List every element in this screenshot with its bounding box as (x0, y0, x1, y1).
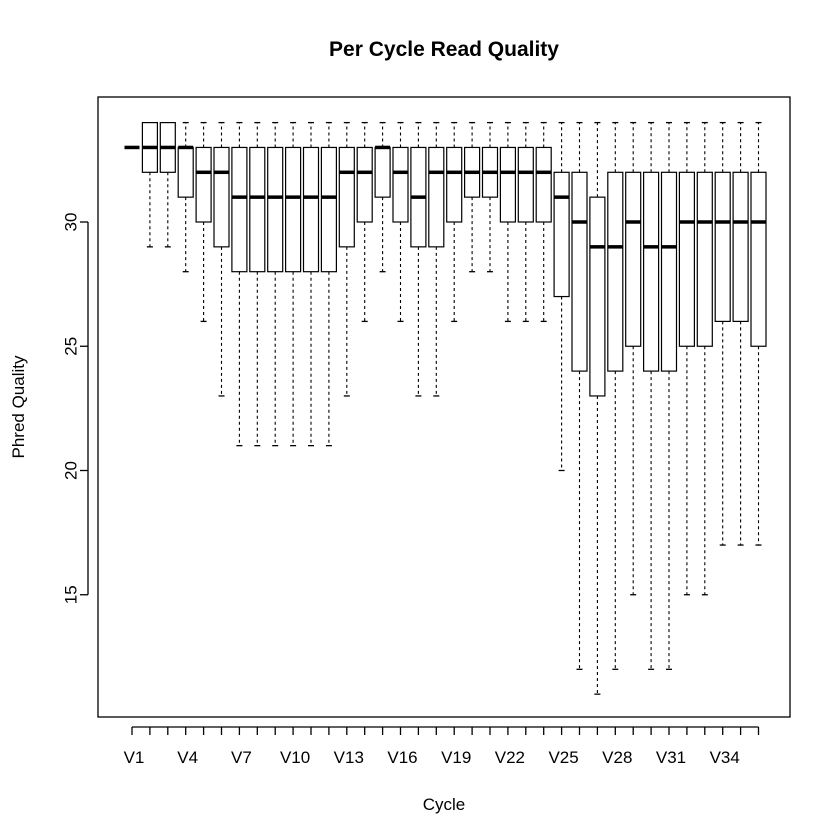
box-iqr (320, 146, 337, 273)
box-V36 (750, 121, 767, 546)
box-iqr (571, 171, 588, 372)
box-V33 (696, 121, 713, 596)
x-tick-label: V7 (231, 748, 252, 767)
box-iqr (195, 146, 212, 223)
box-iqr (374, 146, 391, 198)
box-V31 (660, 121, 678, 670)
x-axis-title: Cycle (423, 795, 466, 814)
x-tick-label: V31 (656, 748, 686, 767)
x-tick-label: V34 (710, 748, 740, 767)
box-V27 (589, 121, 606, 695)
box-iqr (607, 171, 624, 372)
box-V15 (374, 121, 391, 273)
box-V18 (428, 121, 445, 397)
box-V24 (535, 121, 552, 323)
x-tick-label: V25 (548, 748, 578, 767)
box-V21 (481, 121, 499, 273)
box-V12 (320, 121, 337, 447)
box-iqr (535, 146, 552, 223)
box-V13 (338, 121, 355, 397)
box-iqr (177, 146, 194, 198)
box-V8 (249, 121, 266, 447)
box-iqr (231, 146, 248, 273)
box-V7 (231, 121, 248, 447)
box-V10 (285, 121, 302, 447)
box-iqr (553, 171, 570, 298)
box-V11 (302, 121, 320, 447)
x-tick-label: V13 (334, 748, 364, 767)
y-tick-label: 15 (61, 585, 80, 604)
box-V25 (553, 121, 570, 472)
box-V5 (195, 121, 212, 323)
box-V14 (356, 121, 373, 323)
x-tick-label: V16 (387, 748, 417, 767)
box-iqr (249, 146, 266, 273)
box-iqr (267, 146, 284, 273)
box-V26 (571, 121, 588, 670)
box-iqr (732, 171, 749, 323)
box-V22 (499, 121, 516, 323)
x-axis: V1 V4 V7 V10 V13 V16 V19 V22 V25 V28 V31 V34 (124, 726, 760, 767)
box-V2 (141, 121, 158, 248)
box-iqr (285, 146, 302, 273)
box-iqr (356, 146, 373, 223)
box-V19 (446, 121, 463, 323)
chart-title: Per Cycle Read Quality (329, 38, 559, 61)
box-iqr (750, 171, 767, 347)
box-V3 (159, 121, 176, 248)
box-V4 (177, 121, 194, 273)
box-iqr (517, 146, 534, 223)
x-tick-label: V1 (124, 748, 145, 767)
box-iqr (499, 146, 516, 223)
box-V6 (213, 121, 230, 397)
box-iqr (213, 146, 230, 248)
box-V16 (392, 121, 409, 323)
box-V20 (464, 121, 481, 273)
box-iqr (642, 171, 660, 372)
x-tick-label: V28 (602, 748, 632, 767)
box-iqr (660, 171, 678, 372)
box-iqr (678, 171, 696, 347)
x-tick-label: V19 (441, 748, 471, 767)
y-tick-label: 30 (61, 213, 80, 232)
box-V32 (678, 121, 696, 596)
y-axis: 15 20 25 30 (61, 213, 89, 604)
box-V17 (410, 121, 427, 397)
box-series (124, 121, 767, 695)
box-V28 (607, 121, 624, 670)
box-iqr (625, 171, 642, 347)
y-tick-label: 25 (61, 337, 80, 356)
y-tick-label: 20 (61, 461, 80, 480)
box-iqr (428, 146, 445, 248)
box-iqr (302, 146, 320, 273)
box-V35 (732, 121, 749, 546)
box-V23 (517, 121, 534, 323)
box-iqr (714, 171, 731, 323)
box-iqr (446, 146, 463, 223)
y-axis-title: Phred Quality (9, 355, 28, 458)
x-tick-label: V10 (280, 748, 310, 767)
plot-frame (97, 96, 791, 718)
x-tick-label: V22 (495, 748, 525, 767)
box-iqr (589, 196, 606, 397)
box-V9 (267, 121, 284, 447)
x-tick-label: V4 (177, 748, 198, 767)
box-iqr (338, 146, 355, 248)
box-iqr (392, 146, 409, 223)
box-V30 (642, 121, 660, 670)
box-iqr (696, 171, 713, 347)
box-V29 (625, 121, 642, 596)
box-V34 (714, 121, 731, 546)
